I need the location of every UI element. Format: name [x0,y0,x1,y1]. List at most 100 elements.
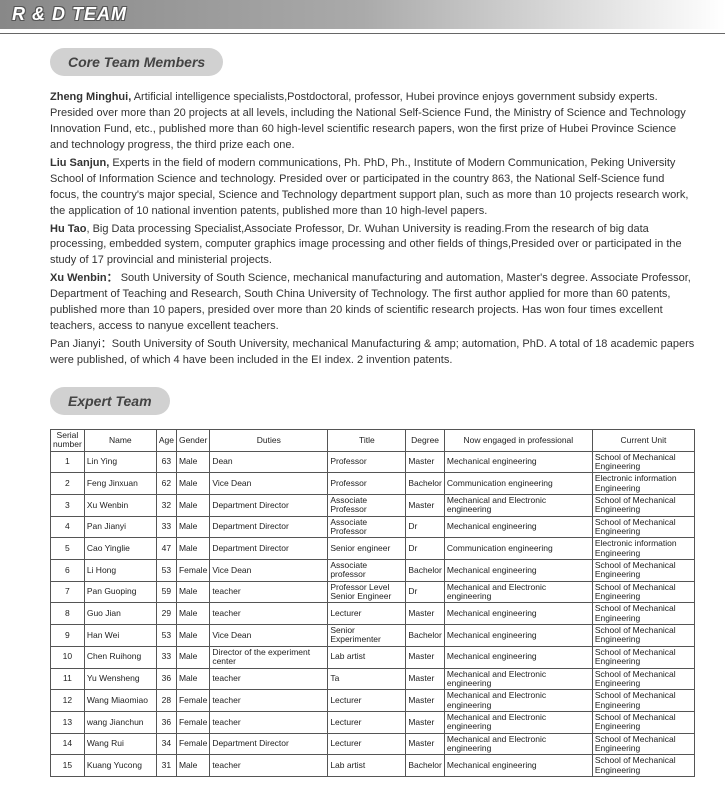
table-cell: Female [176,711,209,733]
bio-5: Pan Jianyi：South University of South Uni… [50,337,695,369]
table-row: 6Li Hong53FemaleVice DeanAssociate profe… [51,560,695,582]
table-cell: Department Director [210,516,328,538]
table-cell: Male [176,625,209,647]
th-prof: Now engaged in professional [444,429,592,451]
table-cell: School of Mechanical Engineering [592,603,694,625]
th-title: Title [328,429,406,451]
page-content: Core Team Members Zheng Minghui, Artific… [0,48,725,797]
table-cell: Lecturer [328,711,406,733]
table-cell: 53 [156,560,176,582]
table-cell: Electronic information Engineering [592,473,694,495]
table-cell: Communication engineering [444,473,592,495]
table-cell: Guo Jian [84,603,156,625]
table-row: 4Pan Jianyi33MaleDepartment DirectorAsso… [51,516,695,538]
table-cell: teacher [210,581,328,603]
table-cell: Director of the experiment center [210,646,328,668]
table-cell: 53 [156,625,176,647]
table-cell: School of Mechanical Engineering [592,646,694,668]
table-cell: Master [406,733,445,755]
table-cell: School of Mechanical Engineering [592,733,694,755]
table-cell: 28 [156,690,176,712]
table-cell: Female [176,690,209,712]
table-cell: Dr [406,538,445,560]
table-cell: 6 [51,560,85,582]
table-row: 3Xu Wenbin32MaleDepartment DirectorAssoc… [51,495,695,517]
table-cell: 33 [156,516,176,538]
table-cell: 9 [51,625,85,647]
table-row: 1Lin Ying63MaleDeanProfessorMasterMechan… [51,451,695,473]
table-cell: Mechanical engineering [444,755,592,777]
bio-2: Liu Sanjun, Experts in the field of mode… [50,156,695,220]
table-cell: Bachelor [406,473,445,495]
table-cell: Master [406,690,445,712]
bio-4-name: Xu Wenbin： [50,272,118,284]
table-cell: 4 [51,516,85,538]
table-cell: Female [176,560,209,582]
table-cell: 2 [51,473,85,495]
table-cell: Male [176,581,209,603]
table-cell: Feng Jinxuan [84,473,156,495]
table-cell: 62 [156,473,176,495]
table-cell: 5 [51,538,85,560]
th-name: Name [84,429,156,451]
th-degree: Degree [406,429,445,451]
table-cell: School of Mechanical Engineering [592,495,694,517]
table-cell: Male [176,516,209,538]
table-cell: 10 [51,646,85,668]
table-cell: Associate Professor [328,516,406,538]
bio-1-name: Zheng Minghui, [50,91,131,103]
table-cell: Master [406,668,445,690]
table-cell: 36 [156,711,176,733]
table-cell: Master [406,603,445,625]
bio-3-text: , Big Data processing Specialist,Associa… [50,223,682,267]
table-cell: Pan Guoping [84,581,156,603]
table-cell: Male [176,473,209,495]
table-cell: School of Mechanical Engineering [592,451,694,473]
table-row: 8Guo Jian29MaleteacherLecturerMasterMech… [51,603,695,625]
section-core-title: Core Team Members [50,48,223,76]
table-cell: Bachelor [406,625,445,647]
table-cell: Department Director [210,733,328,755]
table-cell: Master [406,646,445,668]
table-cell: 63 [156,451,176,473]
table-cell: teacher [210,690,328,712]
table-cell: Senior Experimenter [328,625,406,647]
table-cell: 59 [156,581,176,603]
bio-2-text: Experts in the field of modern communica… [50,157,688,217]
table-cell: Dr [406,516,445,538]
table-cell: Associate professor [328,560,406,582]
table-cell: 29 [156,603,176,625]
table-cell: Male [176,646,209,668]
table-cell: Vice Dean [210,560,328,582]
table-cell: School of Mechanical Engineering [592,668,694,690]
table-cell: Chen Ruihong [84,646,156,668]
table-cell: 12 [51,690,85,712]
table-cell: School of Mechanical Engineering [592,625,694,647]
th-age: Age [156,429,176,451]
table-cell: School of Mechanical Engineering [592,690,694,712]
table-cell: 31 [156,755,176,777]
table-cell: Electronic information Engineering [592,538,694,560]
section-expert-title: Expert Team [50,387,170,415]
banner-divider [0,33,725,34]
expert-table: Serial number Name Age Gender Duties Tit… [50,429,695,777]
table-cell: Master [406,711,445,733]
table-cell: Master [406,495,445,517]
table-cell: Pan Jianyi [84,516,156,538]
th-gender: Gender [176,429,209,451]
table-cell: Mechanical and Electronic engineering [444,711,592,733]
table-cell: Mechanical engineering [444,625,592,647]
core-bios: Zheng Minghui, Artificial intelligence s… [50,90,695,369]
table-row: 13wang Jianchun36FemaleteacherLecturerMa… [51,711,695,733]
table-cell: School of Mechanical Engineering [592,516,694,538]
table-cell: Professor [328,473,406,495]
table-cell: 34 [156,733,176,755]
table-cell: 14 [51,733,85,755]
banner-title: R & D TEAM [12,4,127,24]
table-cell: Female [176,733,209,755]
bio-1-text: Artificial intelligence specialists,Post… [50,91,686,151]
table-cell: Professor [328,451,406,473]
table-cell: Senior engineer [328,538,406,560]
table-cell: Communication engineering [444,538,592,560]
table-body: 1Lin Ying63MaleDeanProfessorMasterMechan… [51,451,695,776]
